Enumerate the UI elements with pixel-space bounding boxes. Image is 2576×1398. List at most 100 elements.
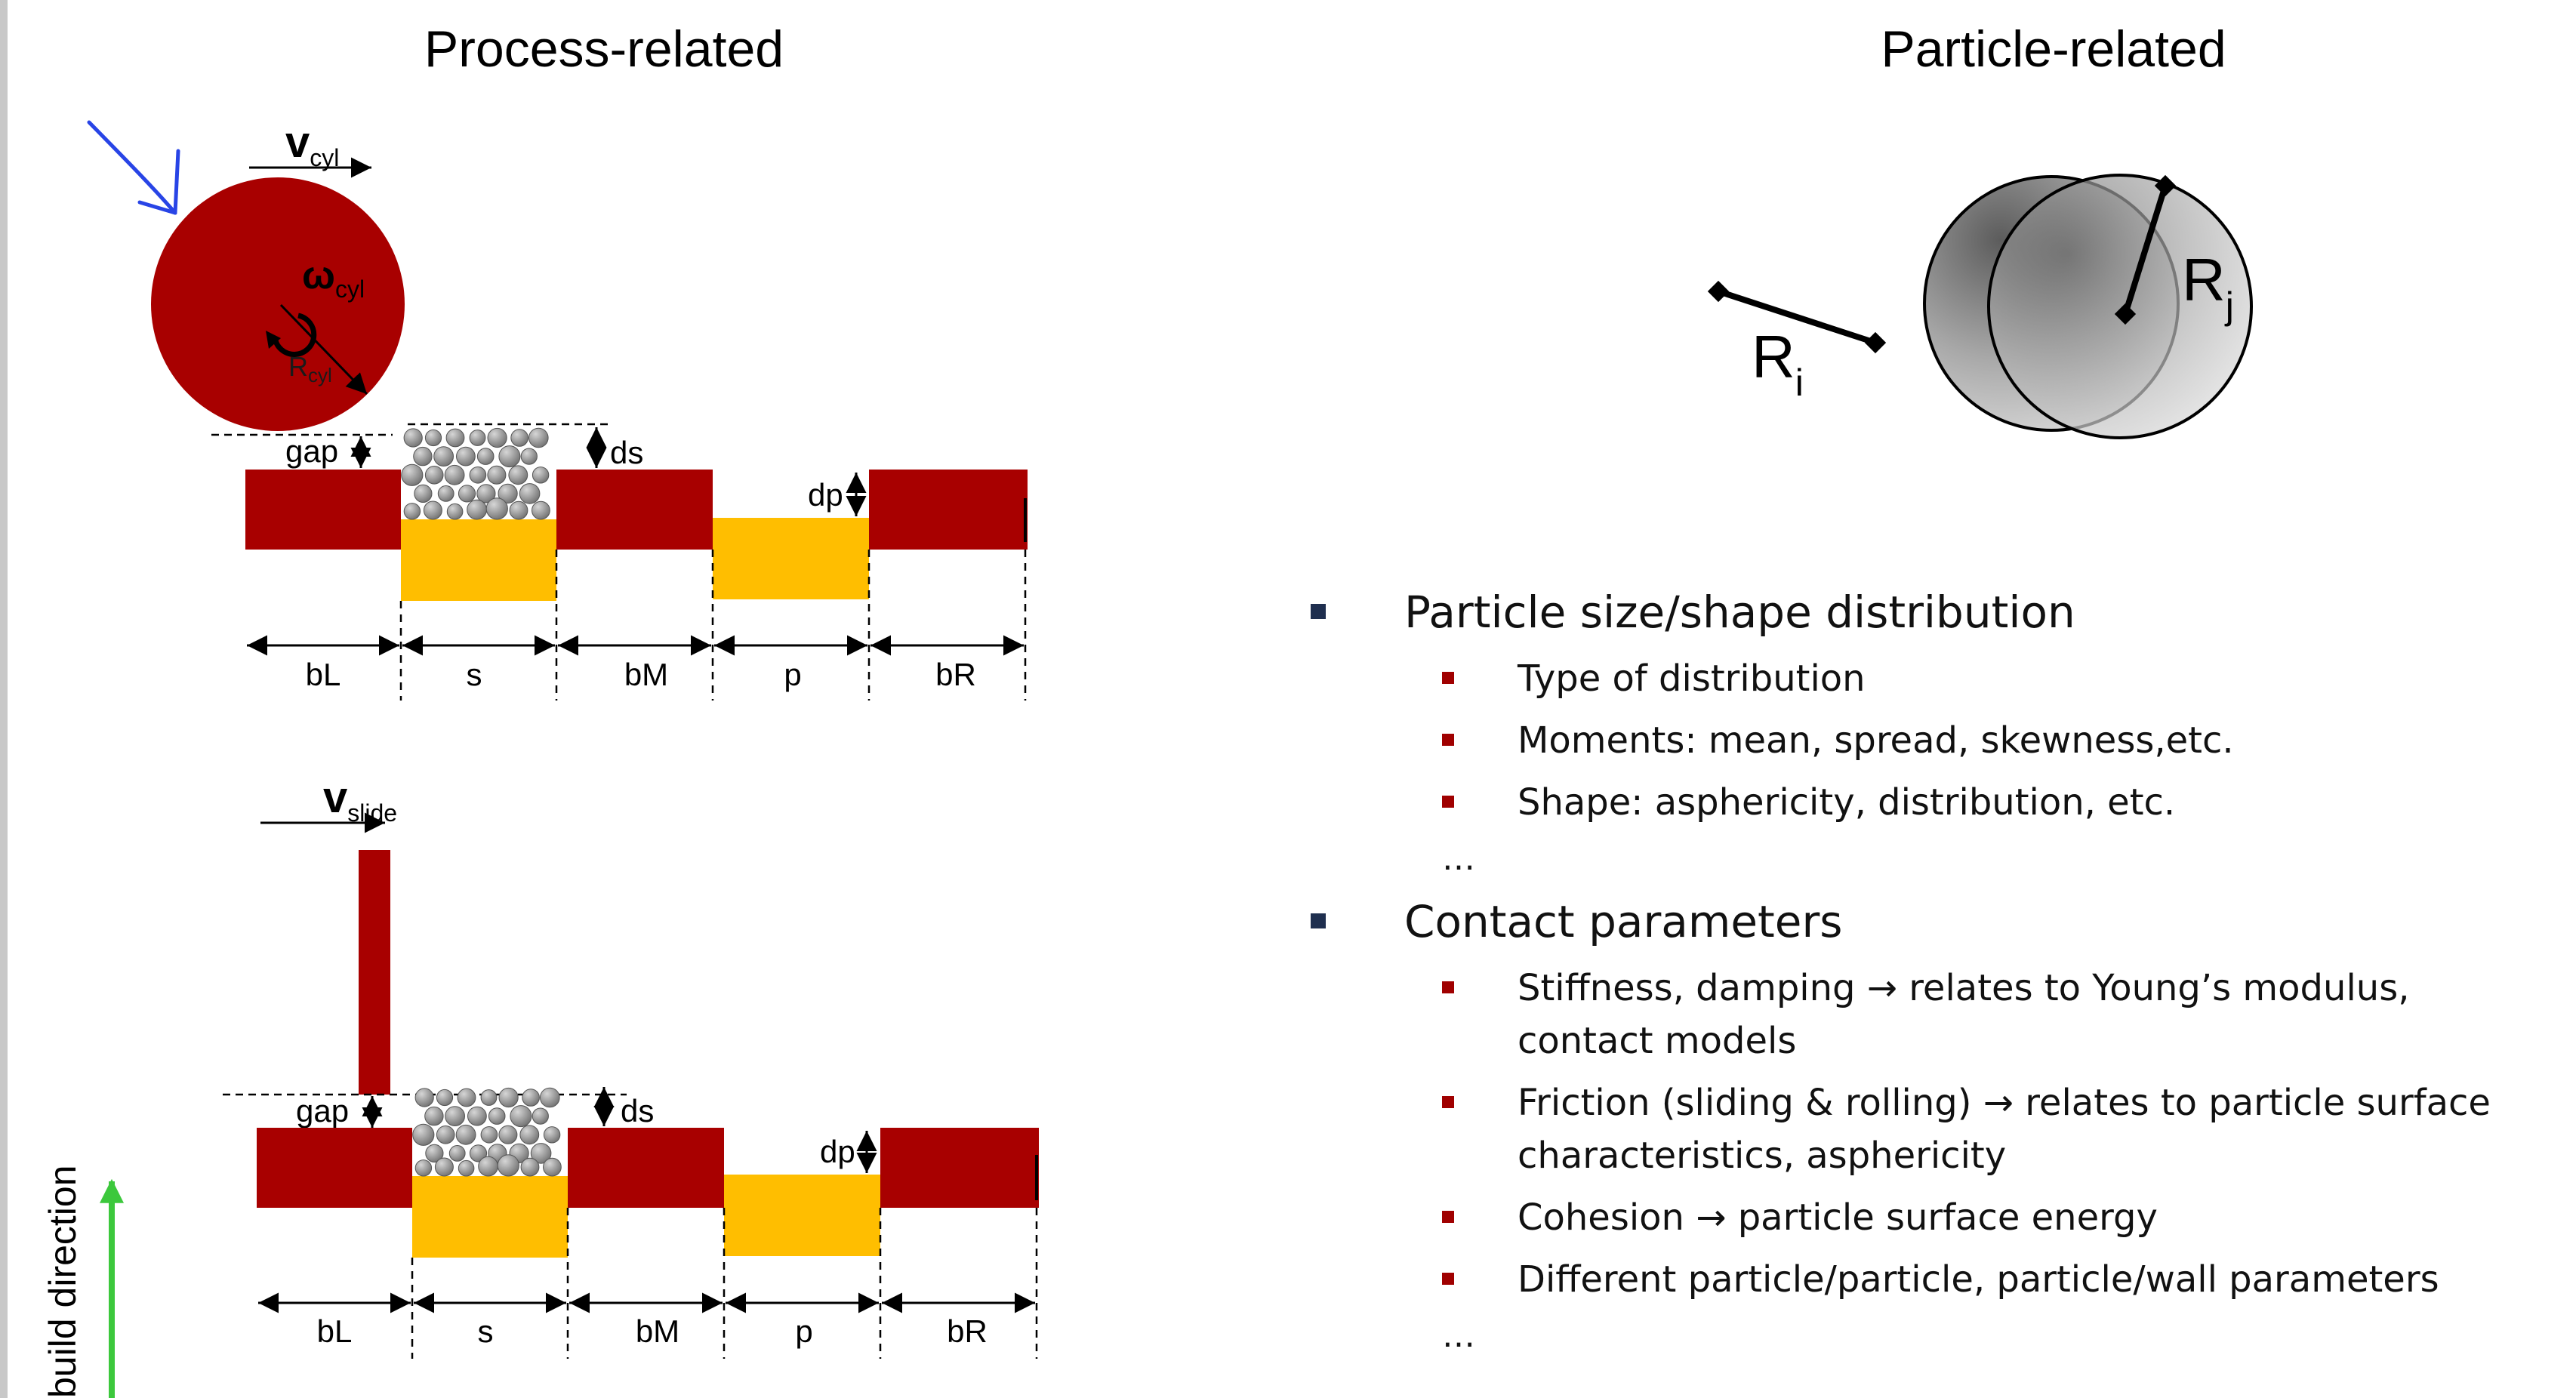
powder-particle [436, 1125, 455, 1144]
powder-particle [488, 1107, 506, 1125]
powder-particle [445, 428, 465, 448]
supply-piston [401, 519, 556, 601]
powder-particle [446, 503, 464, 520]
plate-middle [556, 470, 713, 550]
vslide-label: vslide [323, 773, 397, 827]
powder-particle [469, 467, 487, 484]
slide-blade [359, 850, 390, 1095]
powder-particle [467, 1106, 487, 1126]
sub-bullet-text: Cohesion → particle surface energy [1518, 1196, 2158, 1239]
powder-particle [433, 446, 454, 467]
window-left-edge [0, 0, 8, 1398]
powder-particle [424, 429, 442, 447]
powder-particle [476, 484, 496, 503]
powder-particle [437, 485, 454, 502]
powder-particle [543, 1126, 561, 1144]
powder-particle [469, 430, 486, 446]
powder-particle [532, 467, 550, 484]
sub-bullet-marker-icon [1442, 672, 1454, 684]
dim-bR-lower: bR [947, 1313, 988, 1349]
powder-particle [401, 463, 424, 486]
powder-particle [412, 1123, 435, 1146]
powder-particle [520, 448, 538, 465]
radius-i-label: Ri [1752, 323, 1804, 404]
dim-bM-lower: bM [636, 1313, 679, 1349]
sub-bullet-text: Friction (sliding & rolling) → relates t… [1518, 1082, 2491, 1177]
powder-bed-lower [412, 1087, 562, 1177]
vcyl-label: vcyl [285, 118, 339, 171]
powder-particle [522, 1089, 540, 1107]
sub-bullet-text: Different particle/particle, particle/wa… [1518, 1258, 2439, 1301]
particle-related-heading: Particle-related [1881, 20, 2226, 78]
powder-particle [510, 429, 528, 447]
sub-bullet-item: Moments: mean, spread, skewness,etc. [1299, 714, 2552, 767]
bullet-ellipsis: … [1442, 1316, 1475, 1355]
powder-particle [519, 1125, 540, 1145]
powder-particle [445, 1106, 465, 1126]
annotation-arrow [87, 120, 180, 215]
dim-p-lower: p [795, 1313, 812, 1349]
powder-particle [528, 427, 549, 448]
build-direction-label: build direction [42, 1165, 84, 1398]
powder-particle [448, 1145, 466, 1162]
powder-particle [469, 1144, 488, 1162]
radius-j-label: Rj [2182, 246, 2234, 327]
powder-particle [519, 483, 541, 504]
sub-bullet-item: Different particle/particle, particle/wa… [1299, 1253, 2552, 1306]
dp-label-lower: dp [820, 1134, 855, 1169]
powder-particle [467, 499, 487, 520]
dim-s: s [467, 657, 482, 692]
process-related-heading: Process-related [424, 20, 784, 78]
dim-bL: bL [306, 657, 341, 692]
powder-particle [508, 465, 528, 485]
omega-rotation-arrow [272, 313, 317, 357]
rcyl-radius-line [279, 303, 368, 396]
powder-particle [434, 1157, 454, 1177]
powder-particle [510, 1105, 532, 1128]
bullet-text: Contact parameters [1404, 896, 1843, 947]
sub-bullet-item: Stiffness, damping → relates to Young’s … [1299, 962, 2552, 1067]
upper-setup: vcyl ωcyl Rcyl gap ds dp [151, 118, 1028, 701]
plate-right-lower [880, 1128, 1039, 1208]
powder-particle [543, 1157, 562, 1177]
sub-bullet-item: Cohesion → particle surface energy [1299, 1191, 2552, 1244]
powder-particle [520, 1157, 540, 1177]
bullet-marker-icon [1311, 913, 1326, 928]
powder-particle [458, 485, 476, 503]
powder-particle [424, 1106, 444, 1126]
powder-particle [403, 503, 421, 520]
dim-s-lower: s [478, 1313, 494, 1349]
powder-particle [444, 464, 465, 485]
powder-particle [403, 428, 423, 448]
sub-bullet-marker-icon [1442, 1096, 1454, 1108]
powder-particle [414, 1159, 433, 1177]
powder-particle [487, 427, 507, 448]
dim-bM: bM [624, 657, 668, 692]
powder-particle [436, 1089, 454, 1107]
powder-particle [498, 1087, 519, 1108]
sub-bullet-text: Stiffness, damping → relates to Young’s … [1518, 967, 2410, 1062]
powder-particle [455, 1124, 476, 1145]
bullet-text: Particle size/shape distribution [1404, 587, 2075, 638]
powder-particle [458, 1159, 475, 1177]
omega-label: ωcyl [302, 254, 365, 303]
powder-particle [532, 500, 550, 520]
sub-bullet-marker-icon [1442, 981, 1454, 993]
powder-particle [425, 1144, 444, 1163]
powder-particle [414, 1088, 434, 1107]
plate-right [869, 470, 1028, 550]
sub-bullet-text: Moments: mean, spread, skewness,etc. [1518, 719, 2234, 762]
sub-bullet-marker-icon [1442, 734, 1454, 746]
rcyl-label: Rcyl [288, 351, 332, 386]
bullet-list: Particle size/shape distribution Type of … [1299, 574, 2552, 1360]
powder-particle [497, 1154, 519, 1177]
dp-label: dp [808, 477, 843, 513]
sphere-j [1987, 174, 2253, 439]
sub-bullet-item: Friction (sliding & rolling) → relates t… [1299, 1076, 2552, 1182]
powder-particle [540, 1087, 560, 1108]
powder-particle [456, 446, 476, 467]
plate-left-lower [257, 1128, 412, 1208]
dim-bL-lower: bL [317, 1313, 353, 1349]
radius-j-line [2122, 184, 2168, 316]
plate-left [245, 470, 401, 550]
